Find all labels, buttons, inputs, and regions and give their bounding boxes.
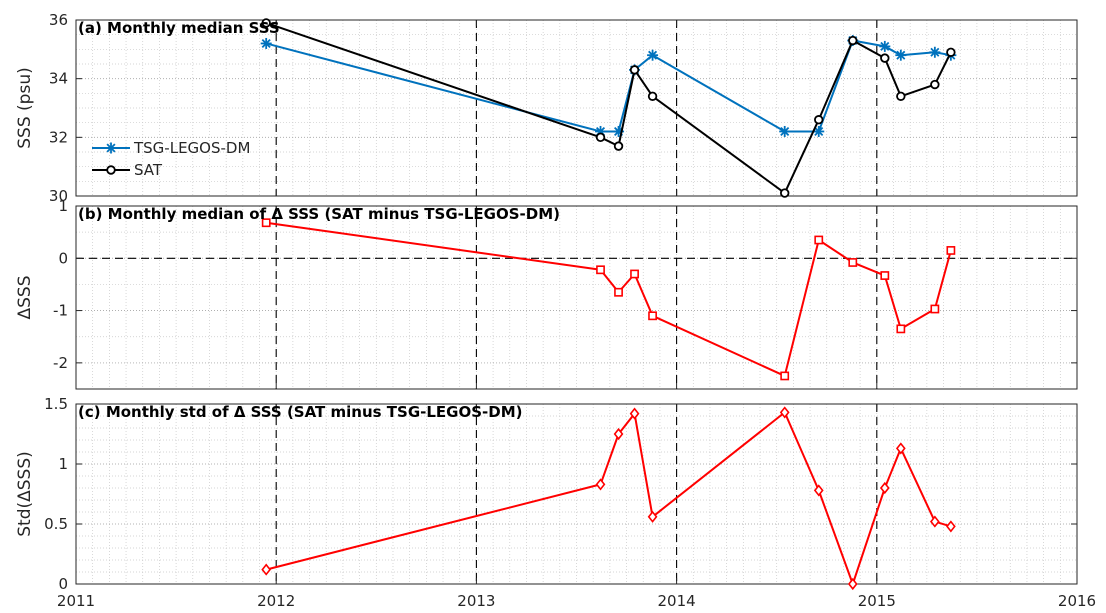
y-tick-label: 1 xyxy=(58,455,68,473)
y-tick-label: 1 xyxy=(58,197,68,215)
data-point xyxy=(780,371,790,381)
data-point xyxy=(595,478,606,491)
x-tick-label: 2016 xyxy=(1058,592,1096,610)
legend-marker xyxy=(105,142,117,154)
y-tick-label: -2 xyxy=(53,354,68,372)
data-point xyxy=(647,510,658,523)
x-tick-label: 2011 xyxy=(57,592,95,610)
data-point xyxy=(648,311,657,321)
data-point xyxy=(814,235,824,245)
data-point xyxy=(647,91,658,101)
legend: TSG-LEGOS-DM SAT xyxy=(92,139,250,179)
series-line xyxy=(265,411,952,585)
data-point xyxy=(779,125,791,137)
panel-1: 30 32 34 36 SSS (psu) (a) Monthly median SSS T… xyxy=(15,11,1078,205)
panel-title: (b) Monthly median of Δ SSS (SAT minus T… xyxy=(78,205,560,223)
data-point xyxy=(848,258,858,267)
panel-2: -2 -1 0 1 ΔSSS (b) Monthly median of Δ SSS (S… xyxy=(15,197,1078,390)
data-point xyxy=(260,37,272,49)
data-point xyxy=(929,515,940,528)
data-point xyxy=(814,115,824,125)
data-point xyxy=(813,125,825,137)
data-point xyxy=(929,46,941,58)
data-point xyxy=(880,271,890,280)
data-point xyxy=(930,79,940,90)
data-point xyxy=(896,324,906,334)
data-point xyxy=(629,407,640,420)
x-tick-label: 2013 xyxy=(457,592,495,610)
data-point xyxy=(630,269,639,279)
data-point xyxy=(813,484,824,497)
y-tick-label: 36 xyxy=(49,11,68,29)
x-tick-label: 2014 xyxy=(658,592,696,610)
data-point xyxy=(895,442,906,455)
legend-label: SAT xyxy=(134,161,163,179)
data-point xyxy=(879,481,890,495)
y-tick-label: 32 xyxy=(49,128,68,146)
data-point xyxy=(946,47,956,57)
y-axis-label: ΔSSS xyxy=(15,275,35,319)
y-tick-label: 0 xyxy=(58,249,68,267)
data-point xyxy=(613,427,624,441)
y-tick-label: 0 xyxy=(58,575,68,593)
y-tick-label: 30 xyxy=(49,187,68,205)
data-point xyxy=(595,132,606,143)
y-axis-label: SSS (psu) xyxy=(15,67,35,148)
y-tick-label: 34 xyxy=(49,70,68,88)
data-point xyxy=(614,287,623,297)
data-point xyxy=(879,40,891,52)
legend-label: TSG-LEGOS-DM xyxy=(133,139,250,157)
data-point xyxy=(847,577,858,591)
data-point xyxy=(261,563,272,576)
data-point xyxy=(779,406,790,419)
data-point xyxy=(261,218,271,228)
legend-marker xyxy=(106,165,116,175)
data-point xyxy=(647,49,659,61)
axes-box xyxy=(75,403,1078,585)
x-tick-label: 2012 xyxy=(257,592,295,610)
data-point xyxy=(596,265,605,275)
y-tick-label: 0.5 xyxy=(44,515,68,533)
data-point xyxy=(896,91,906,101)
data-point xyxy=(946,246,956,255)
y-axis-label: Std(ΔSSS) xyxy=(15,451,35,537)
data-point xyxy=(261,18,271,28)
axes-box xyxy=(75,205,1078,390)
panel-title: (c) Monthly std of Δ SSS (SAT minus TSG-… xyxy=(78,403,523,421)
data-point xyxy=(880,53,890,63)
x-tick-label: 2015 xyxy=(858,592,896,610)
data-point xyxy=(930,304,940,314)
data-point xyxy=(780,188,790,198)
panel-3: 0 0.5 1 1.5 2011 2012 2013 2014 2015 2016 Std(ΔSSS… xyxy=(15,395,1096,610)
data-point xyxy=(946,520,956,533)
panel-title: (a) Monthly median SSS xyxy=(78,19,280,37)
data-point xyxy=(629,65,640,75)
y-tick-label: -1 xyxy=(53,302,68,320)
data-point xyxy=(895,49,907,61)
data-point xyxy=(613,141,624,151)
data-point xyxy=(848,35,858,46)
y-tick-label: 1.5 xyxy=(44,395,68,413)
axes-box xyxy=(75,19,1078,197)
